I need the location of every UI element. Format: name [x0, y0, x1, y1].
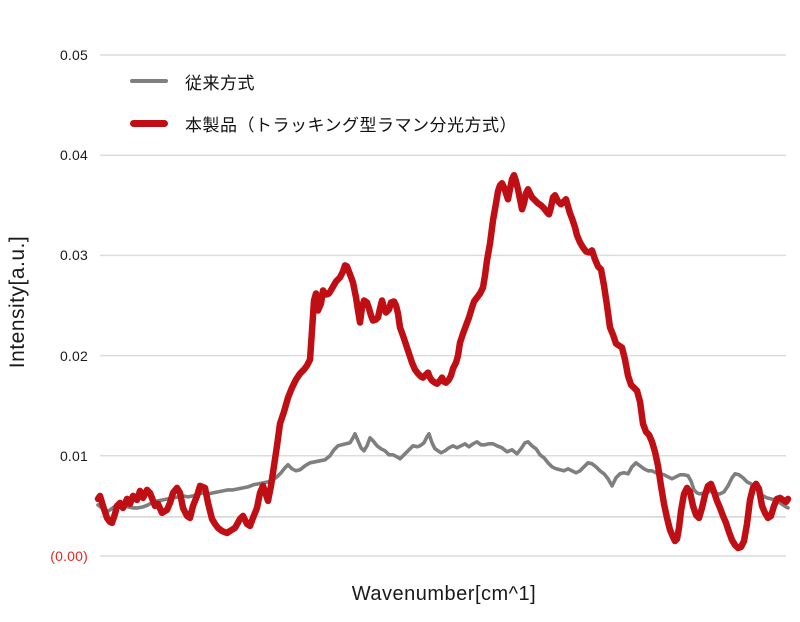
y-tick-label: 0.04 [59, 147, 88, 164]
legend-item-product: 本製品（トラッキング型ラマン分光方式） [130, 102, 517, 144]
product-series-line [94, 171, 792, 552]
y-tick-label: 0.05 [59, 47, 88, 63]
conventional-line-swatch [130, 79, 168, 83]
product-line-swatch [130, 119, 168, 127]
legend-item-conventional: 従来方式 [130, 60, 517, 102]
y-tick-label: 0.03 [59, 247, 88, 264]
legend-label-conventional: 従来方式 [185, 73, 255, 93]
y-tick-label: 0.02 [59, 347, 88, 364]
y-axis-title: Intensity[a.u.] [6, 235, 29, 369]
y-tick-label: 0.01 [59, 447, 88, 464]
legend-label-product: 本製品（トラッキング型ラマン分光方式） [185, 115, 517, 135]
x-axis-title: Wavenumber[cm^1] [351, 583, 537, 605]
y-tick-label: (0.00) [50, 548, 88, 564]
legend: 従来方式 本製品（トラッキング型ラマン分光方式） [130, 60, 517, 144]
conventional-series-line [96, 431, 790, 514]
